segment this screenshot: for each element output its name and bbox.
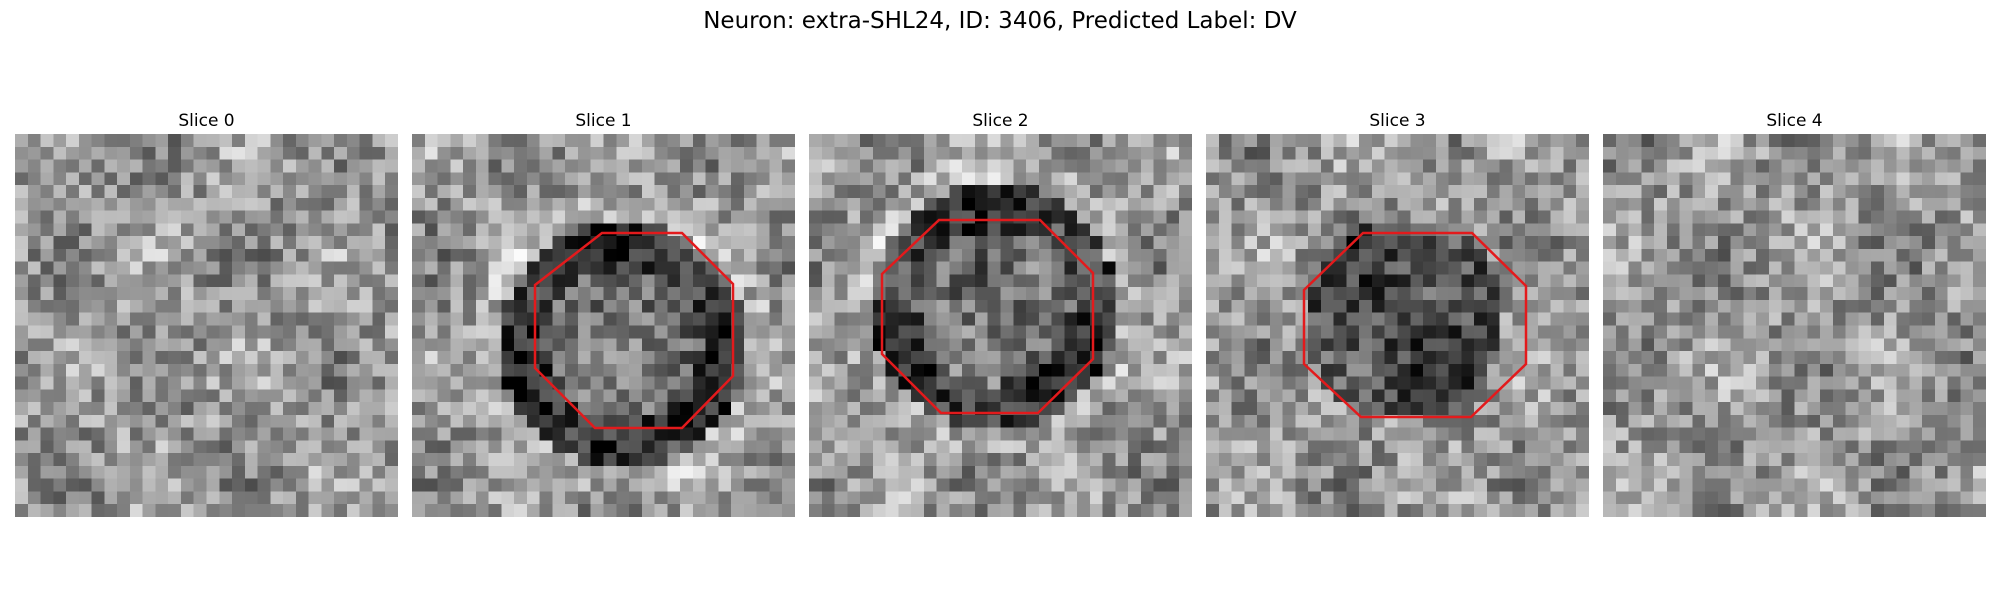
slice-title: Slice 0: [15, 110, 398, 134]
slice-image: [1603, 134, 1986, 517]
slice-panel-3: Slice 3: [1206, 110, 1589, 517]
slice-title: Slice 3: [1206, 110, 1589, 134]
slice-title: Slice 4: [1603, 110, 1986, 134]
roi-outline: [809, 134, 1192, 517]
roi-outline: [412, 134, 795, 517]
slice-panel-0: Slice 0: [15, 110, 398, 517]
slice-panel-1: Slice 1: [412, 110, 795, 517]
slice-title: Slice 1: [412, 110, 795, 134]
slice-image: [15, 134, 398, 517]
slice-panel-2: Slice 2: [809, 110, 1192, 517]
slice-title: Slice 2: [809, 110, 1192, 134]
figure-title: Neuron: extra-SHL24, ID: 3406, Predicted…: [0, 6, 2000, 36]
octagon-outline: [535, 233, 733, 428]
octagon-outline: [1304, 233, 1526, 417]
slice-panel-4: Slice 4: [1603, 110, 1986, 517]
roi-outline: [1206, 134, 1589, 517]
octagon-outline: [882, 220, 1093, 413]
